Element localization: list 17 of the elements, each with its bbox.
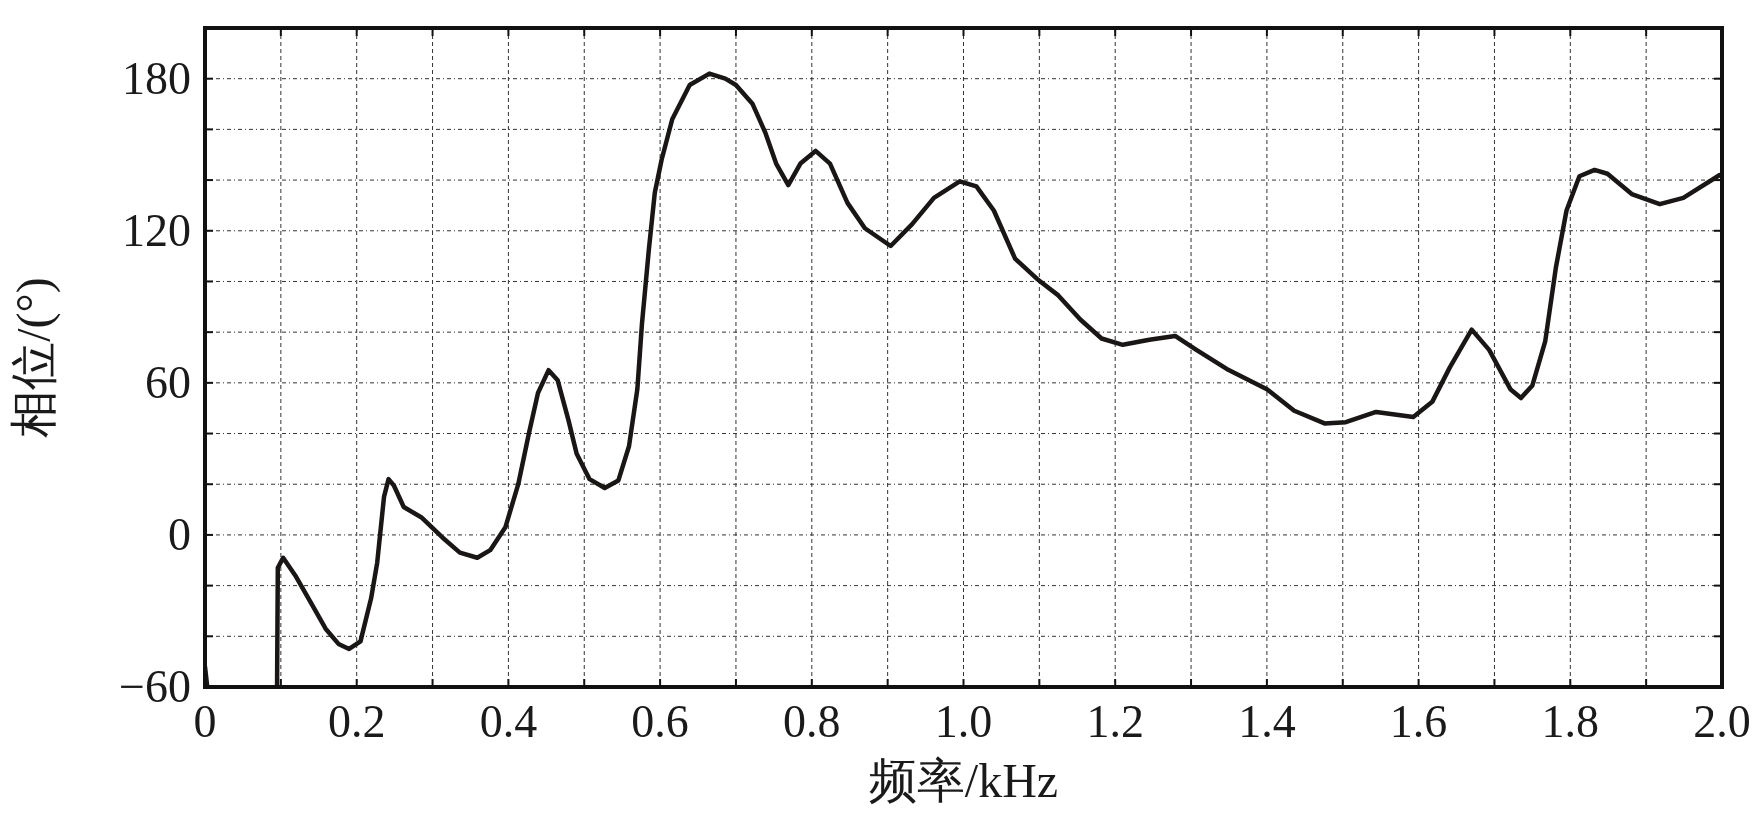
x-tick-label: 1.6 — [1389, 696, 1448, 747]
x-tick-label: 0.6 — [631, 696, 689, 747]
x-tick-label: 0.4 — [479, 696, 538, 747]
y-axis-title: 相位/(°) — [7, 277, 61, 438]
y-tick-label: −60 — [119, 661, 191, 712]
x-tick-label: 2.0 — [1693, 696, 1751, 747]
y-tick-label: 180 — [122, 52, 191, 104]
y-tick-label: 0 — [168, 508, 191, 560]
x-tick-label: 0.8 — [783, 696, 841, 747]
y-tick-label: 60 — [145, 356, 191, 408]
x-axis-title: 频率/kHz — [868, 754, 1059, 807]
x-tick-label: 1.2 — [1086, 696, 1144, 747]
y-tick-label: 120 — [122, 204, 191, 256]
x-tick-label: 1.4 — [1238, 696, 1296, 747]
x-tick-label: 1.8 — [1541, 696, 1600, 747]
x-tick-label: 1.0 — [934, 696, 993, 747]
x-tick-label: 0.2 — [327, 696, 386, 747]
